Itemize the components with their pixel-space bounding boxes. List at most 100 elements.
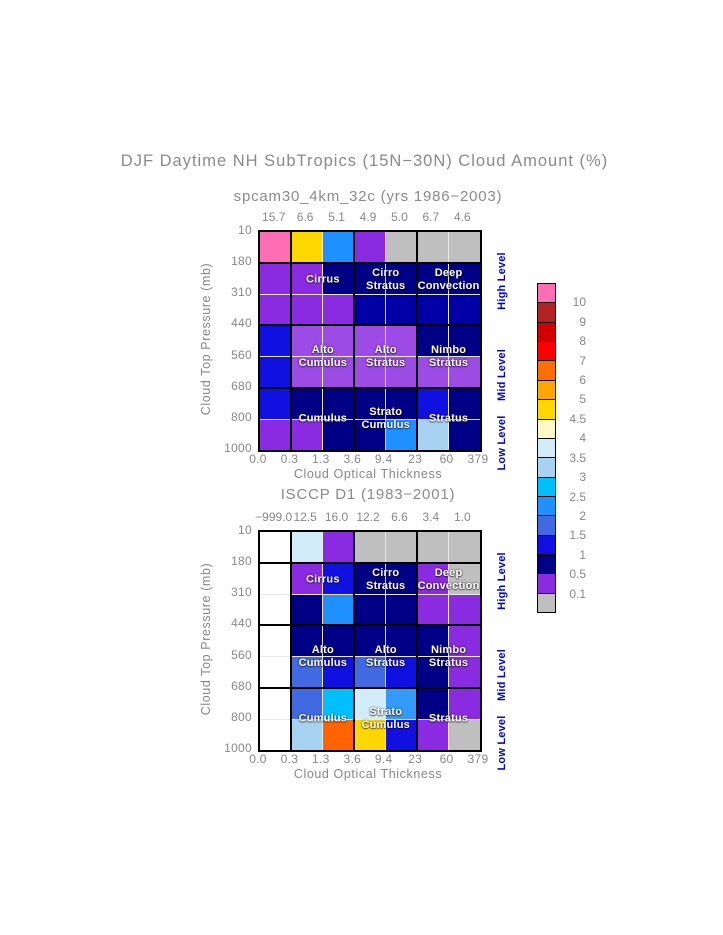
heatmap-cell [386, 357, 417, 388]
cloud-type-label-line: Convection [417, 580, 480, 593]
heatmap-cell [354, 263, 386, 294]
heatmap-cell [354, 563, 386, 594]
colorbar-segment [537, 592, 556, 614]
grid-divider-vertical [416, 532, 419, 750]
cloud-type-label-line: Cumulus [298, 412, 348, 425]
heatmap-cell [260, 325, 291, 357]
heatmap-cell [386, 419, 417, 450]
heatmap-cell [354, 357, 386, 388]
cloud-type-label-line: Cirrus [306, 273, 340, 286]
heatmap-cell [291, 294, 323, 325]
cloud-type-label-line: Stratus [428, 656, 469, 669]
column-total-label: 4.6 [453, 210, 471, 224]
heatmap-cell [323, 388, 354, 419]
cloud-type-label: Nimbo Stratus [429, 644, 468, 670]
colorbar-tick-label: 4.5 [569, 411, 586, 426]
figure-title: DJF Daytime NH SubTropics (15N−30N) Clou… [120, 152, 609, 170]
heatmap-cell [260, 563, 291, 594]
heatmap-cell [260, 625, 291, 657]
heatmap-cell [386, 719, 417, 750]
y-axis-title-1: Cloud Top Pressure (mb) [199, 562, 213, 716]
grid-divider-horizontal [260, 686, 480, 689]
y-tick-label: 440 [231, 316, 252, 331]
cloud-type-label-line: Nimbo [430, 343, 467, 356]
cloud-type-label-line: Deep [434, 267, 463, 280]
heatmap-cell [260, 532, 291, 563]
grid-divider-vertical [290, 232, 293, 450]
heatmap-cell [323, 294, 354, 325]
cloud-type-label: Nimbo Stratus [429, 344, 468, 370]
heatmap-cell [417, 594, 449, 625]
heatmap-cell [291, 325, 323, 357]
heatmap-cell [323, 657, 354, 688]
heatmap-cell [260, 357, 291, 388]
cloud-type-label-line: Alto [374, 643, 397, 656]
cloud-type-label: Strato Cumulus [361, 406, 409, 432]
heatmap-cell [449, 325, 480, 357]
grid-divider-vertical [353, 232, 356, 450]
heatmap-cell [323, 263, 354, 294]
cloud-type-label-line: Stratus [366, 356, 406, 369]
y-tick-label: 560 [231, 347, 252, 362]
heatmap-cell [354, 657, 386, 688]
heatmap-cell [417, 294, 449, 325]
cloud-type-label-line: Convection [417, 280, 480, 293]
y-tick-label: 680 [231, 378, 252, 393]
heatmap-cell [323, 325, 354, 357]
x-tick-label: 9.4 [374, 752, 393, 766]
level-label: Low Level [496, 415, 508, 471]
cloud-type-label-line: Cumulus [298, 712, 348, 725]
heatmap-cell [354, 594, 386, 625]
cloud-type-label-line: Stratus [366, 656, 406, 669]
x-tick-label: 60 [439, 452, 454, 466]
heatmap-cell [291, 688, 323, 719]
column-total-label: −999.0 [255, 510, 293, 524]
y-tick-label: 310 [231, 285, 252, 300]
heatmap-cell [260, 594, 291, 625]
heatmap-cell [354, 625, 386, 657]
grid-divider-horizontal [260, 386, 480, 389]
heatmap-cell [386, 232, 417, 263]
x-tick-label: 0.0 [249, 752, 267, 766]
cloud-type-label: Cirrus [306, 574, 340, 587]
heatmap-cell [323, 625, 354, 657]
colorbar-tick-label: 8 [579, 334, 586, 349]
heatmap-cell [260, 419, 291, 450]
cloud-type-label-line: Stratus [366, 580, 406, 593]
heatmap-cell [323, 688, 354, 719]
heatmap-cell [291, 263, 323, 294]
grid-divider-vertical [290, 532, 293, 750]
heatmap-cell [449, 532, 480, 563]
heatmap-cell [417, 263, 449, 294]
cloud-type-label: Alto Cumulus [299, 644, 347, 670]
heatmap-cell [449, 419, 480, 450]
y-tick-label: 180 [231, 554, 252, 569]
cloud-type-label-line: Stratus [428, 412, 469, 425]
heatmap-cell [291, 232, 323, 263]
colorbar-tick-label: 6 [579, 373, 586, 388]
heatmap-cell [417, 325, 449, 357]
heatmap-cell [354, 294, 386, 325]
heatmap-cell [417, 719, 449, 750]
cloud-type-label-line: Cirro [372, 567, 400, 580]
plot-0-title: spcam30_4km_32c (yrs 1986−2003) [233, 188, 503, 205]
y-axis-title-0: Cloud Top Pressure (mb) [199, 262, 213, 416]
heatmap-cell [323, 563, 354, 594]
level-label: High Level [496, 252, 508, 310]
cloud-type-label-line: Alto [311, 643, 334, 656]
heatmap-cell [323, 594, 354, 625]
y-tick-label: 10 [238, 523, 252, 537]
cloud-type-label: Cumulus [299, 712, 347, 725]
heatmap-cell [386, 532, 417, 563]
x-tick-label: 60 [439, 752, 454, 766]
cloud-type-label-line: Cumulus [361, 418, 410, 431]
cloud-type-label: Cirro Stratus [366, 567, 405, 593]
heatmap-cell [354, 388, 386, 419]
heatmap-cell [291, 594, 323, 625]
column-total-label: 6.7 [422, 210, 440, 224]
column-total-label: 5.0 [391, 210, 408, 224]
colorbar-tick-label: 0.5 [569, 567, 586, 582]
cloud-type-label-line: Stratus [428, 356, 469, 369]
level-label: High Level [496, 552, 508, 610]
colorbar-tick-label: 4 [579, 431, 586, 446]
